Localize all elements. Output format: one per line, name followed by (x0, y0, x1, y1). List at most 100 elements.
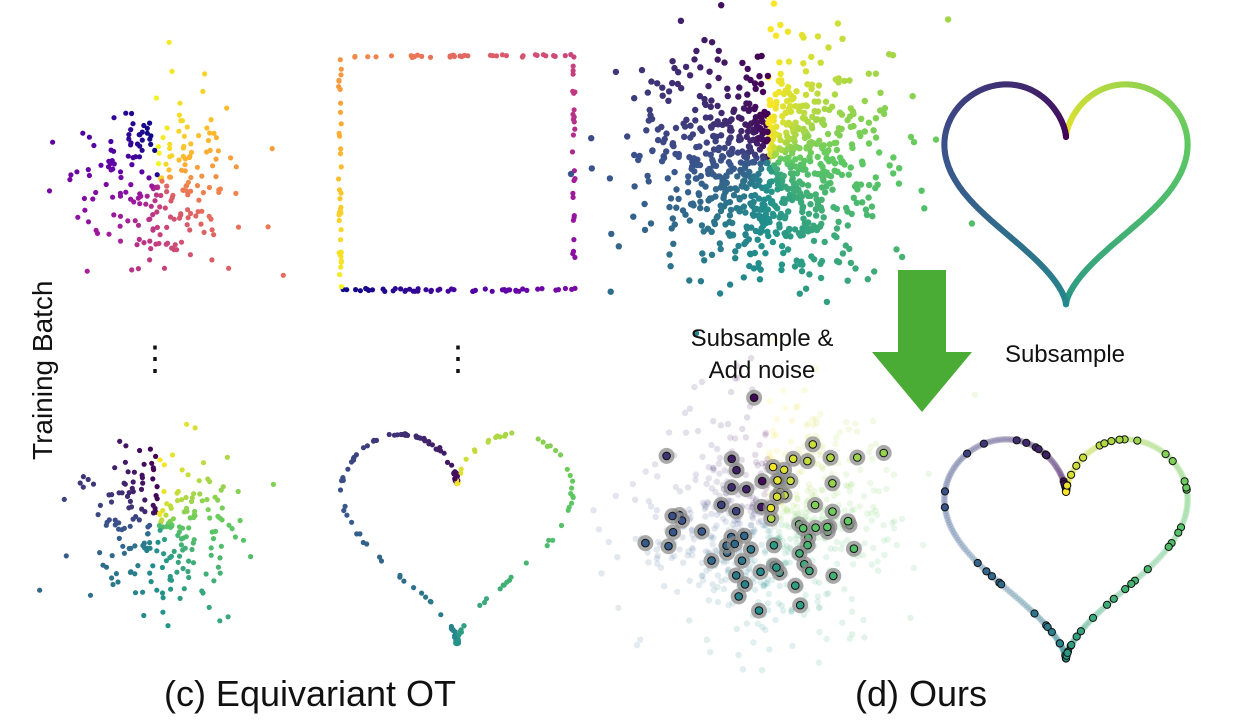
source-sample-point (706, 68, 713, 75)
source-sample-point (103, 181, 109, 188)
target-sample-point (500, 582, 506, 588)
source-sample-point (176, 524, 183, 530)
source-sample-point (775, 88, 783, 96)
subsampled-point (829, 571, 838, 581)
subsampled-point (768, 462, 778, 472)
source-sample-point (823, 155, 831, 162)
source-sample-point (853, 199, 860, 206)
source-sample-point (818, 196, 825, 203)
target-sample-point (437, 445, 443, 451)
faded-heart-point (1152, 557, 1160, 565)
noisy-background-point (832, 440, 839, 448)
target-sample-point (553, 447, 559, 454)
source-sample-point (853, 181, 860, 189)
target-sample-point (336, 84, 342, 90)
faded-heart-point (1090, 445, 1098, 453)
faded-heart-point (1053, 463, 1060, 471)
source-sample-point (46, 188, 53, 194)
target-sample-point (438, 612, 444, 618)
faded-heart-point (950, 530, 958, 537)
source-sample-point (110, 194, 116, 200)
source-sample-point (708, 228, 715, 235)
source-sample-point (141, 240, 147, 246)
source-sample-point (156, 523, 162, 529)
noisy-background-point (823, 591, 830, 598)
source-sample-point (727, 206, 735, 214)
source-sample-point (248, 554, 254, 560)
source-sample-point (169, 195, 175, 201)
source-sample-point (807, 201, 814, 208)
source-sample-point (135, 266, 141, 272)
noisy-background-point (815, 579, 823, 586)
noisy-background-point (794, 510, 801, 517)
source-sample-point (654, 136, 662, 144)
source-sample-point (136, 236, 142, 242)
target-sample-point (338, 190, 344, 196)
source-sample-point (133, 154, 139, 160)
source-sample-point (869, 213, 876, 220)
source-sample-point (666, 203, 673, 211)
noisy-background-point (757, 579, 764, 586)
source-sample-point (180, 565, 186, 572)
noisy-background-point (836, 429, 843, 436)
noisy-background-point (705, 597, 712, 604)
subsampled-point (828, 479, 837, 488)
noisy-background-point (833, 434, 840, 441)
source-sample-point (814, 153, 821, 161)
source-sample-point (778, 242, 786, 250)
noisy-background-point (838, 545, 845, 553)
source-sample-point (136, 517, 142, 523)
source-sample-point (776, 214, 783, 221)
source-sample-point (208, 552, 214, 558)
source-sample-point (737, 166, 744, 174)
source-sample-point (154, 496, 160, 502)
source-sample-point (211, 232, 217, 238)
noisy-background-point (861, 540, 868, 547)
source-sample-point (785, 58, 793, 65)
source-sample-point (754, 236, 761, 243)
target-sample-point (502, 433, 508, 439)
source-sample-point (216, 187, 222, 193)
noisy-background-point (898, 515, 906, 522)
source-sample-point (890, 154, 897, 161)
source-sample-point (769, 238, 777, 246)
source-sample-point (150, 476, 156, 482)
source-sample-point (702, 150, 710, 157)
source-sample-point (718, 152, 726, 160)
target-sample-point (364, 541, 370, 547)
source-sample-point (135, 222, 142, 228)
noisy-background-point (699, 577, 707, 584)
target-sample-point (463, 456, 469, 462)
source-sample-point (921, 205, 928, 212)
source-sample-point (776, 224, 783, 231)
source-sample-point (774, 181, 782, 188)
source-sample-point (757, 266, 764, 273)
faded-heart-point (1052, 462, 1059, 470)
source-sample-point (724, 92, 731, 100)
source-sample-point (204, 125, 210, 131)
source-sample-point (808, 53, 815, 61)
source-sample-point (63, 553, 69, 559)
noisy-background-point (705, 463, 712, 471)
source-sample-point (160, 134, 166, 141)
source-sample-point (723, 173, 730, 180)
source-sample-point (180, 187, 186, 193)
source-sample-point (180, 535, 186, 541)
noisy-background-point (590, 507, 597, 514)
noisy-background-point (881, 551, 888, 559)
source-sample-point (783, 97, 791, 105)
target-sample-point (568, 491, 574, 497)
source-sample-point (74, 169, 80, 175)
faded-heart-point (941, 493, 948, 501)
noisy-background-point (703, 636, 711, 643)
source-sample-point (768, 114, 775, 122)
source-sample-point (968, 220, 976, 227)
target-sample-point (336, 250, 342, 256)
source-sample-point (217, 618, 223, 624)
faded-heart-point (956, 538, 964, 546)
source-sample-point (833, 225, 841, 232)
faded-heart-point (1055, 468, 1063, 475)
source-sample-point (802, 91, 810, 99)
subsampled-point (1022, 438, 1031, 447)
subsampled-point (1067, 640, 1076, 650)
